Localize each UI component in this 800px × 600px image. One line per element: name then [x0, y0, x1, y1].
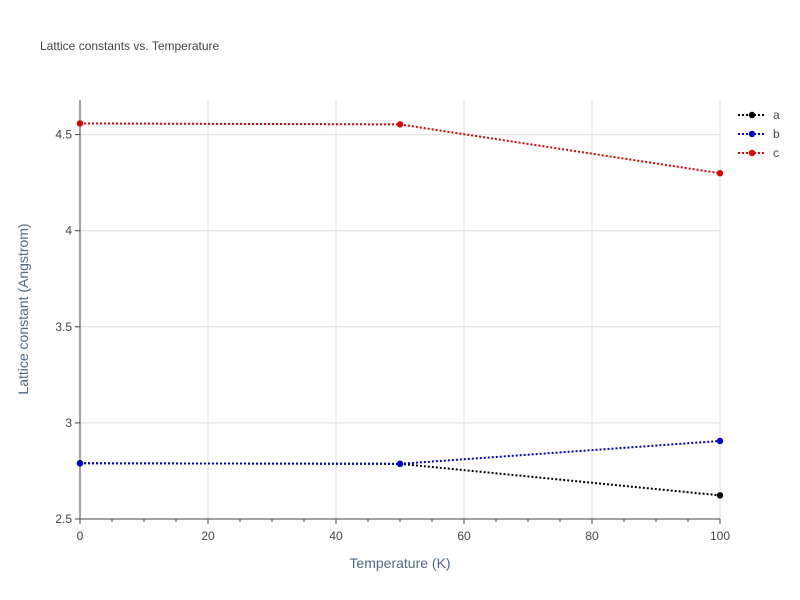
y-axis-label: Lattice constant (Angstrom): [15, 223, 31, 394]
legend-label: a: [773, 108, 780, 122]
series-line-a: [79, 462, 721, 497]
data-point-c[interactable]: [76, 120, 84, 127]
y-tick-label: 3.5: [55, 320, 72, 334]
x-tick-label: 100: [710, 529, 730, 543]
series-line-c: [79, 122, 721, 175]
legend-marker-swatch: [748, 111, 756, 119]
legend-marker-swatch: [748, 130, 756, 138]
data-point-b[interactable]: [76, 460, 84, 467]
data-point-a[interactable]: [716, 492, 724, 499]
data-point-c[interactable]: [716, 170, 724, 177]
plot-area: [76, 120, 724, 499]
legend-label: c: [773, 146, 779, 160]
x-tick-label: 80: [585, 529, 599, 543]
y-tick-label: 4: [65, 224, 72, 238]
tick-labels: 0 20 40 60 80 100 2.5 3 3.5 4 4.5: [55, 128, 730, 543]
series-line-b: [79, 439, 721, 465]
y-tick-label: 4.5: [55, 128, 72, 142]
legend-label: b: [773, 127, 780, 141]
y-tick-label: 3: [65, 416, 72, 430]
legend-item-b[interactable]: b: [738, 127, 780, 141]
x-tick-label: 60: [457, 529, 471, 543]
x-tick-label: 0: [77, 529, 84, 543]
axes: [75, 100, 721, 524]
grid: [80, 100, 721, 519]
legend-marker-swatch: [748, 149, 756, 157]
data-point-b[interactable]: [716, 437, 724, 445]
x-tick-label: 20: [201, 529, 215, 543]
x-tick-label: 40: [329, 529, 343, 543]
legend-item-a[interactable]: a: [738, 108, 780, 122]
legend[interactable]: abc: [738, 108, 780, 160]
data-point-c[interactable]: [396, 121, 404, 128]
legend-item-c[interactable]: c: [738, 146, 779, 160]
y-tick-label: 2.5: [55, 512, 72, 526]
chart-title: Lattice constants vs. Temperature: [40, 39, 220, 53]
x-axis-label: Temperature (K): [349, 555, 450, 571]
data-point-b[interactable]: [396, 460, 404, 468]
